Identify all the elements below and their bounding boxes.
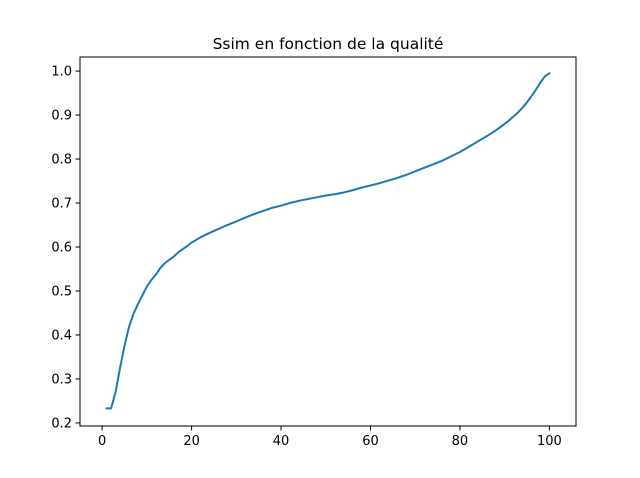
chart-title: Ssim en fonction de la qualité	[213, 35, 444, 53]
plot-frame	[79, 56, 577, 427]
y-tick-label-5: 0.7	[51, 197, 72, 212]
x-tick-label-2: 40	[273, 434, 290, 449]
series-line-0	[105, 71, 551, 410]
x-tick-label-5: 100	[537, 434, 562, 449]
x-tick-label-3: 60	[362, 434, 379, 449]
plot-area: 0 20 40 60 80 100 0.2 0.3 0.4 0.5 0.6 0.7 0.8 0.9 1.0	[51, 56, 577, 449]
y-tick-label-0: 0.2	[51, 416, 72, 431]
x-tick-label-0: 0	[98, 434, 106, 449]
y-tick-label-4: 0.6	[51, 240, 72, 255]
y-tick-label-6: 0.8	[51, 153, 72, 168]
y-tick-label-7: 0.9	[51, 109, 72, 124]
y-tick-label-1: 0.3	[51, 372, 72, 387]
y-tick-label-8: 1.0	[51, 65, 72, 80]
y-tick-label-2: 0.4	[51, 328, 72, 343]
y-tick-label-3: 0.5	[51, 284, 72, 299]
x-tick-label-4: 80	[452, 434, 469, 449]
x-tick-label-1: 20	[183, 434, 200, 449]
